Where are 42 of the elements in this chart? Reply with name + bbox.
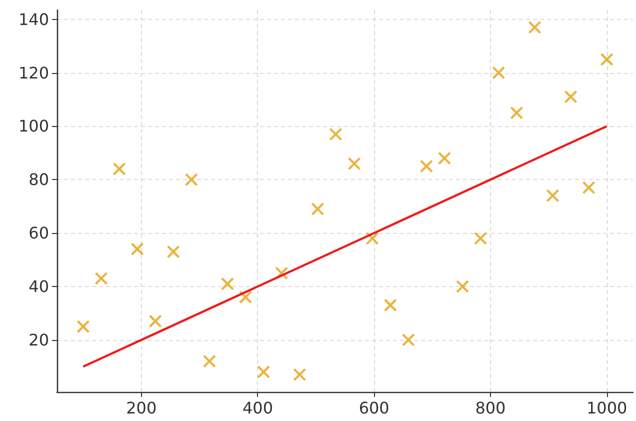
y-tick-label: 20	[28, 330, 49, 350]
point	[510, 106, 524, 120]
x-tick-label: 400	[242, 398, 273, 418]
point	[238, 290, 252, 304]
point	[528, 20, 542, 34]
point	[366, 232, 379, 245]
y-tick-label: 80	[28, 170, 49, 190]
point	[438, 152, 452, 165]
point	[148, 314, 162, 328]
point	[329, 128, 342, 141]
point	[311, 202, 324, 216]
x-tick-label: 200	[126, 398, 157, 418]
y-tick-label: 40	[28, 276, 49, 296]
y-tick-label: 60	[28, 224, 49, 243]
point	[130, 242, 144, 256]
point	[94, 272, 108, 286]
point	[293, 368, 306, 382]
y-tick-label: 100	[18, 116, 49, 136]
point	[546, 189, 560, 202]
point	[384, 298, 397, 312]
point	[564, 90, 578, 104]
point	[184, 173, 198, 186]
point	[456, 280, 470, 294]
point	[348, 157, 361, 170]
x-tick-label: 800	[475, 398, 506, 418]
y-tick-label: 120	[18, 63, 49, 82]
point	[582, 181, 596, 194]
x-tick-label: 1000	[586, 398, 628, 418]
point	[220, 277, 234, 290]
point	[474, 232, 488, 245]
point	[600, 52, 614, 66]
point	[76, 320, 90, 334]
point	[166, 245, 180, 258]
point	[256, 365, 270, 379]
point	[112, 162, 126, 176]
point	[274, 266, 288, 280]
y-tick-label: 140	[18, 10, 49, 29]
point	[202, 354, 216, 368]
x-tick-label: 600	[358, 398, 390, 418]
point	[420, 160, 434, 173]
point	[402, 333, 416, 347]
point	[492, 66, 506, 80]
